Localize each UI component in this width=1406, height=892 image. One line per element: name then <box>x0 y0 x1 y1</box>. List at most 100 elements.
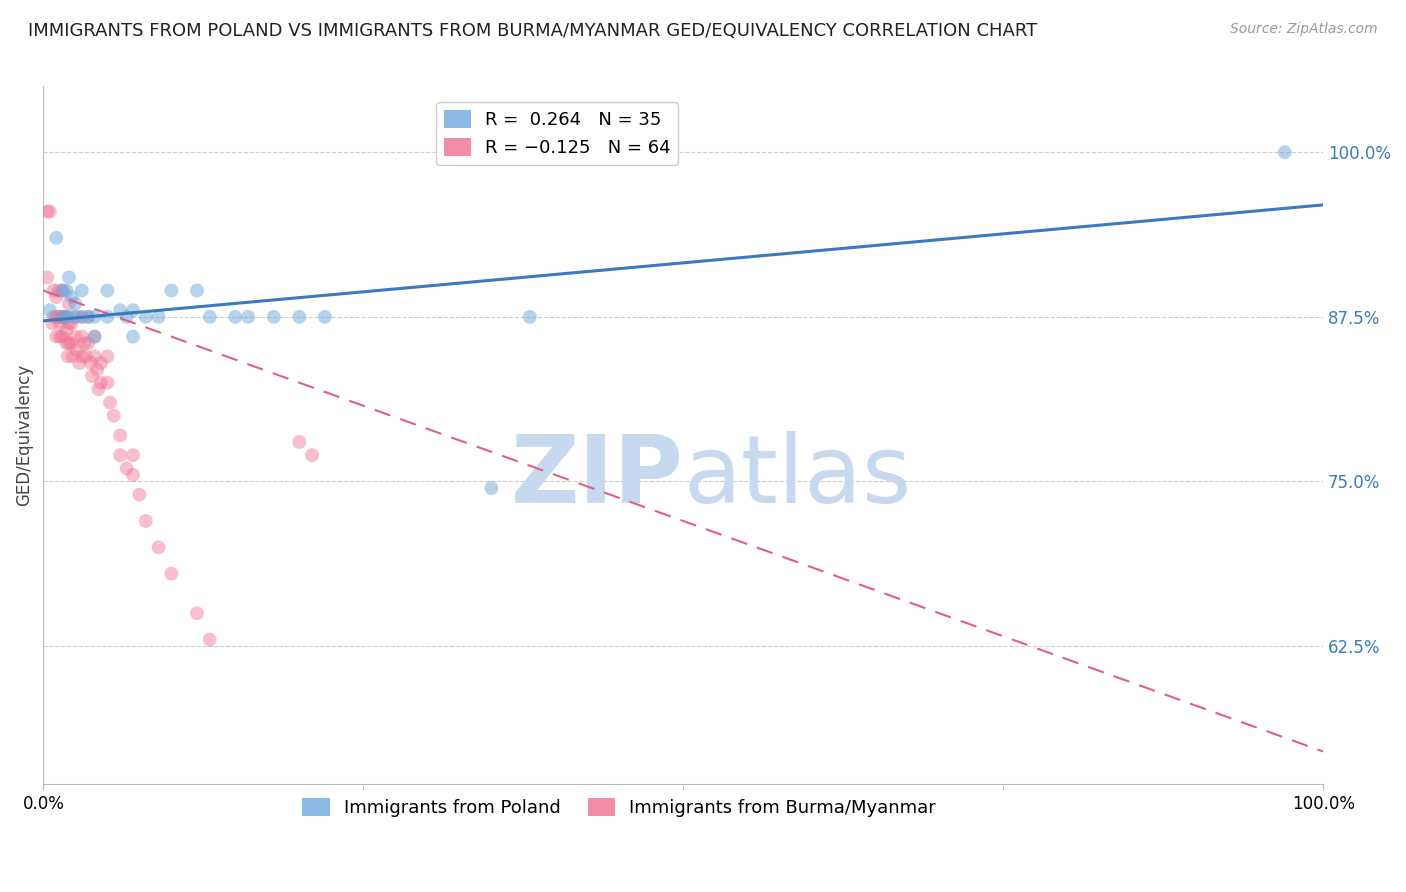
Point <box>198 310 221 324</box>
Point <box>66 343 89 357</box>
Point <box>60 290 83 304</box>
Point <box>58 310 80 324</box>
Point <box>198 632 221 647</box>
Point <box>52 284 75 298</box>
Point <box>70 310 93 324</box>
Point <box>77 336 100 351</box>
Point <box>519 310 541 324</box>
Point <box>80 369 103 384</box>
Point <box>38 204 60 219</box>
Text: Source: ZipAtlas.com: Source: ZipAtlas.com <box>1230 22 1378 37</box>
Point <box>301 448 323 462</box>
Point <box>55 323 77 337</box>
Point <box>48 310 70 324</box>
Point <box>42 310 65 324</box>
Point <box>96 376 118 390</box>
Point <box>65 310 87 324</box>
Text: atlas: atlas <box>683 431 911 524</box>
Point <box>42 284 65 298</box>
Point <box>148 310 170 324</box>
Point <box>1274 145 1296 160</box>
Point <box>479 481 502 495</box>
Point <box>77 310 100 324</box>
Point <box>83 310 105 324</box>
Point <box>70 350 93 364</box>
Point <box>122 303 145 318</box>
Point <box>60 336 83 351</box>
Point <box>103 409 125 423</box>
Point <box>83 329 105 343</box>
Point <box>75 350 97 364</box>
Point <box>314 310 336 324</box>
Point <box>288 434 311 449</box>
Point <box>135 310 157 324</box>
Point <box>52 284 75 298</box>
Point <box>48 284 70 298</box>
Point <box>77 310 100 324</box>
Point <box>52 310 75 324</box>
Point <box>55 310 77 324</box>
Point <box>37 270 59 285</box>
Point <box>60 317 83 331</box>
Point <box>90 376 112 390</box>
Point <box>263 310 285 324</box>
Point <box>38 303 60 318</box>
Point <box>52 310 75 324</box>
Point <box>37 204 59 219</box>
Point <box>53 310 76 324</box>
Text: IMMIGRANTS FROM POLAND VS IMMIGRANTS FROM BURMA/MYANMAR GED/EQUIVALENCY CORRELAT: IMMIGRANTS FROM POLAND VS IMMIGRANTS FRO… <box>28 22 1038 40</box>
Point <box>96 284 118 298</box>
Point <box>122 329 145 343</box>
Y-axis label: GED/Equivalency: GED/Equivalency <box>15 364 32 507</box>
Point <box>58 270 80 285</box>
Legend: Immigrants from Poland, Immigrants from Burma/Myanmar: Immigrants from Poland, Immigrants from … <box>295 790 943 824</box>
Point <box>45 290 67 304</box>
Point <box>135 514 157 528</box>
Point <box>186 284 208 298</box>
Point <box>70 284 93 298</box>
Point <box>122 467 145 482</box>
Point <box>45 231 67 245</box>
Point <box>58 336 80 351</box>
Point <box>128 488 150 502</box>
Point <box>160 284 183 298</box>
Point <box>80 356 103 370</box>
Point <box>45 310 67 324</box>
Point <box>41 317 63 331</box>
Point <box>49 317 72 331</box>
Point <box>98 395 121 409</box>
Point <box>96 310 118 324</box>
Point <box>65 329 87 343</box>
Point <box>115 461 138 475</box>
Point <box>83 329 105 343</box>
Point <box>96 350 118 364</box>
Point <box>52 329 75 343</box>
Point <box>108 428 131 442</box>
Point <box>51 310 73 324</box>
Point <box>186 606 208 620</box>
Point <box>49 329 72 343</box>
Point <box>62 350 84 364</box>
Point <box>108 448 131 462</box>
Point <box>70 310 93 324</box>
Text: ZIP: ZIP <box>510 431 683 524</box>
Point <box>55 336 77 351</box>
Point <box>148 541 170 555</box>
Point <box>58 317 80 331</box>
Point <box>58 296 80 310</box>
Point <box>108 303 131 318</box>
Point <box>224 310 246 324</box>
Point <box>52 310 75 324</box>
Point <box>73 336 96 351</box>
Point <box>160 566 183 581</box>
Point <box>65 296 87 310</box>
Point <box>122 448 145 462</box>
Point <box>45 329 67 343</box>
Point <box>56 350 79 364</box>
Point <box>87 382 110 396</box>
Point <box>70 329 93 343</box>
Point <box>238 310 260 324</box>
Point <box>55 284 77 298</box>
Point <box>288 310 311 324</box>
Point <box>67 356 90 370</box>
